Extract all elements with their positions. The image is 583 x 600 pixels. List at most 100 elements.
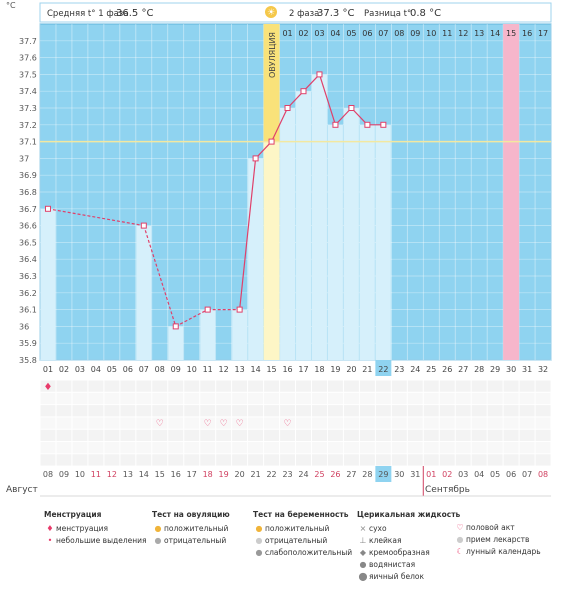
- cycle-day-label: 32: [538, 365, 548, 374]
- date-label: 24: [298, 470, 308, 479]
- symbol-cell: [535, 429, 551, 441]
- date-label: 27: [346, 470, 356, 479]
- date-label: 19: [219, 470, 229, 479]
- symbol-cell: [168, 429, 184, 441]
- symbol-cell: [216, 417, 232, 429]
- symbol-cell: [248, 380, 264, 392]
- legend-other: ♡ половой акт ● прием лекарств ☾ лунный кал…: [454, 522, 540, 558]
- legend-item: ● слабоположительный: [253, 547, 353, 559]
- symbol-cell: [503, 405, 519, 417]
- heart-icon: ♡: [456, 523, 464, 532]
- symbol-cell: [216, 380, 232, 392]
- symbol-cell: [232, 405, 248, 417]
- symbol-cell: [455, 380, 471, 392]
- symbol-cell: [200, 405, 216, 417]
- symbol-cell: [264, 380, 280, 392]
- symbol-cell: [519, 392, 535, 405]
- symbol-cell: [535, 454, 551, 466]
- phase2-day-label: 09: [410, 29, 420, 38]
- symbol-cell: [391, 392, 407, 405]
- symbol-cell: [168, 454, 184, 466]
- diff-label: Разница t°: [364, 9, 411, 19]
- legend-item: • небольшие выделения: [44, 535, 147, 547]
- legend-item: ♦ менструация: [44, 523, 147, 535]
- legend-menstruation: Менструация ♦ менструация • небольшие выде…: [44, 510, 147, 547]
- symbol-cell: [296, 454, 311, 466]
- cycle-day-label: 31: [522, 365, 532, 374]
- cycle-day-label: 11: [203, 365, 213, 374]
- heart-icon: ♡: [236, 419, 244, 429]
- symbol-cell: [136, 405, 152, 417]
- symbol-cell: [72, 380, 88, 392]
- legend-item: ● отрицательный: [152, 535, 230, 547]
- grey-sun-icon: ●: [154, 536, 162, 545]
- temperature-point: [380, 121, 387, 128]
- small-drop-icon: •: [47, 536, 53, 545]
- symbol-cell: [471, 405, 487, 417]
- symbol-cell: [423, 380, 439, 392]
- temperature-bar: [136, 225, 152, 360]
- symbol-rows: ♦ ♡ ♡ ♡ ♡ ♡: [40, 380, 551, 466]
- symbol-cell: [280, 417, 296, 429]
- temperature-bar: [40, 208, 56, 360]
- date-label: 08: [538, 470, 548, 479]
- cycle-day-label: 28: [474, 365, 484, 374]
- watery-icon: ●: [359, 560, 367, 569]
- cycle-day-label: 27: [458, 365, 468, 374]
- symbol-cell: [487, 380, 503, 392]
- legend-pregnancy-title: Тест на беременность: [253, 510, 349, 519]
- symbol-cell: [359, 429, 375, 441]
- symbol-cell: [72, 442, 88, 454]
- symbol-cell: [423, 392, 439, 405]
- legend-item: ● положительный: [152, 523, 230, 535]
- symbol-cell: [327, 417, 343, 429]
- symbol-cell: [88, 380, 104, 392]
- legend-menstruation-title: Менструация: [44, 510, 102, 519]
- cycle-day-label: 26: [442, 365, 452, 374]
- egg-white-icon: ⬤: [358, 572, 368, 581]
- symbol-cell: [120, 405, 136, 417]
- symbol-cell: [535, 417, 551, 429]
- legend-pregnancy-test: Тест на беременность ● положительный ● отр…: [253, 510, 352, 559]
- highlight-date-cell: [375, 466, 392, 482]
- symbol-cell: [200, 429, 216, 441]
- temperature-bar: [343, 108, 359, 360]
- symbol-cell: [200, 392, 216, 405]
- legend-ovulation-title: Тест на овуляцию: [152, 510, 230, 519]
- date-label: 02: [442, 470, 452, 479]
- symbol-cell: [311, 454, 327, 466]
- symbol-cell: [503, 429, 519, 441]
- symbol-cell: [311, 405, 327, 417]
- month-start: Август: [6, 485, 38, 495]
- legend-cervical-title: Церикальная жидкость: [357, 510, 461, 519]
- symbol-cell: [359, 417, 375, 429]
- phase2-day-label: 15: [506, 29, 516, 38]
- legend-item: ⬤ яичный белок: [358, 572, 425, 581]
- temperature-point: [332, 121, 339, 128]
- test-positive-icon: ●: [255, 524, 263, 533]
- temperature-segment: [318, 74, 337, 125]
- heart-icon: ♡: [220, 419, 228, 429]
- symbol-cell: [487, 429, 503, 441]
- legend-item: ● положительный: [253, 523, 352, 535]
- symbol-cell: [311, 392, 327, 405]
- symbol-cell: [248, 405, 264, 417]
- symbol-cell: [152, 392, 168, 405]
- cycle-day-label: 08: [155, 365, 165, 374]
- legend-item: ● отрицательный: [253, 535, 352, 547]
- temperature-segment: [143, 225, 177, 327]
- symbol-cell: [104, 442, 120, 454]
- cycle-day-label: 05: [107, 365, 117, 374]
- symbol-cell: [248, 442, 264, 454]
- symbol-cell: [471, 442, 487, 454]
- symbol-cell: [40, 429, 56, 441]
- symbol-cell: [280, 454, 296, 466]
- y-tick-label: 37.1: [19, 138, 37, 147]
- symbol-cell: [391, 442, 407, 454]
- legend-item: ⊥ клейкая: [357, 535, 460, 547]
- symbol-cell: [232, 442, 248, 454]
- ovulation-column-top: [263, 24, 280, 142]
- symbol-cell: [168, 380, 184, 392]
- symbol-cell: [487, 454, 503, 466]
- symbol-cell: [136, 417, 152, 429]
